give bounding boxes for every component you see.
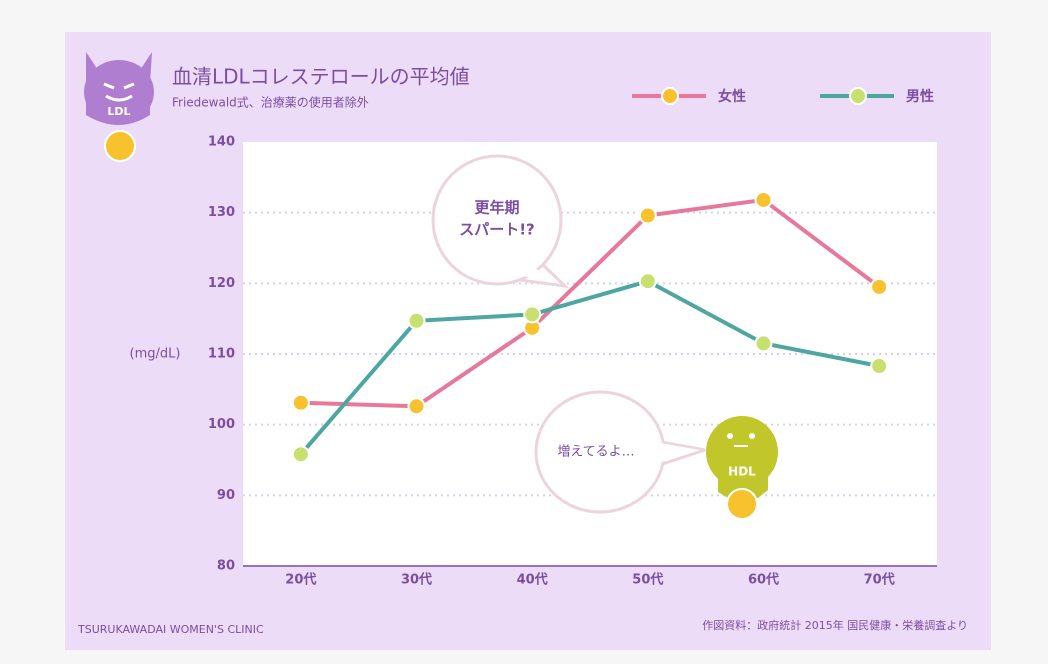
y-tick-label: 130 bbox=[208, 205, 235, 220]
legend-marker bbox=[661, 87, 679, 105]
data-point bbox=[870, 357, 889, 376]
x-tick-label: 60代 bbox=[748, 572, 779, 588]
data-point bbox=[291, 445, 310, 464]
speech-bubble bbox=[431, 154, 570, 289]
legend-marker bbox=[849, 87, 867, 105]
data-point bbox=[754, 190, 773, 209]
y-tick-label: 80 bbox=[217, 559, 235, 574]
character-label: HDL bbox=[728, 465, 756, 479]
data-point bbox=[754, 334, 773, 353]
data-point bbox=[638, 206, 657, 225]
x-tick-label: 40代 bbox=[517, 572, 548, 588]
data-point bbox=[407, 397, 426, 416]
chart-subtitle: Friedewald式、治療薬の使用者除外 bbox=[172, 95, 369, 110]
data-point bbox=[407, 311, 426, 330]
character-label: LDL bbox=[107, 105, 130, 118]
legend-label: 女性 bbox=[718, 88, 746, 105]
hdl-character: HDL bbox=[706, 416, 778, 520]
y-tick-label: 90 bbox=[217, 488, 235, 503]
data-point bbox=[523, 305, 542, 324]
series-line bbox=[299, 279, 880, 456]
y-tick-label: 140 bbox=[208, 135, 235, 150]
y-tick-label: 100 bbox=[208, 417, 235, 432]
data-point bbox=[638, 272, 657, 291]
y-axis-label: (mg/dL) bbox=[130, 347, 181, 362]
series-line bbox=[300, 197, 881, 409]
legend-label: 男性 bbox=[906, 88, 934, 105]
speech-bubble bbox=[534, 390, 706, 514]
chart-title: 血清LDLコレステロールの平均値 bbox=[172, 65, 470, 89]
data-layer bbox=[243, 190, 937, 497]
x-tick-label: 50代 bbox=[632, 572, 663, 588]
x-tick-label: 20代 bbox=[285, 572, 316, 588]
y-tick-label: 110 bbox=[208, 347, 235, 362]
annotation: 更年期 bbox=[474, 199, 519, 217]
ldl-character: LDL bbox=[84, 52, 154, 162]
annotation: スパート!? bbox=[459, 221, 535, 239]
annotation: 増えてるよ… bbox=[557, 445, 634, 460]
x-tick-label: 30代 bbox=[401, 572, 432, 588]
source: 作図資料：政府統計 2015年 国民健康・栄養調査より bbox=[702, 618, 968, 632]
data-point bbox=[870, 277, 889, 296]
x-tick-label: 70代 bbox=[864, 572, 895, 588]
data-point bbox=[291, 393, 310, 412]
y-tick-label: 120 bbox=[208, 276, 235, 291]
credit: TSURUKAWADAI WOMEN'S CLINIC bbox=[77, 623, 264, 636]
